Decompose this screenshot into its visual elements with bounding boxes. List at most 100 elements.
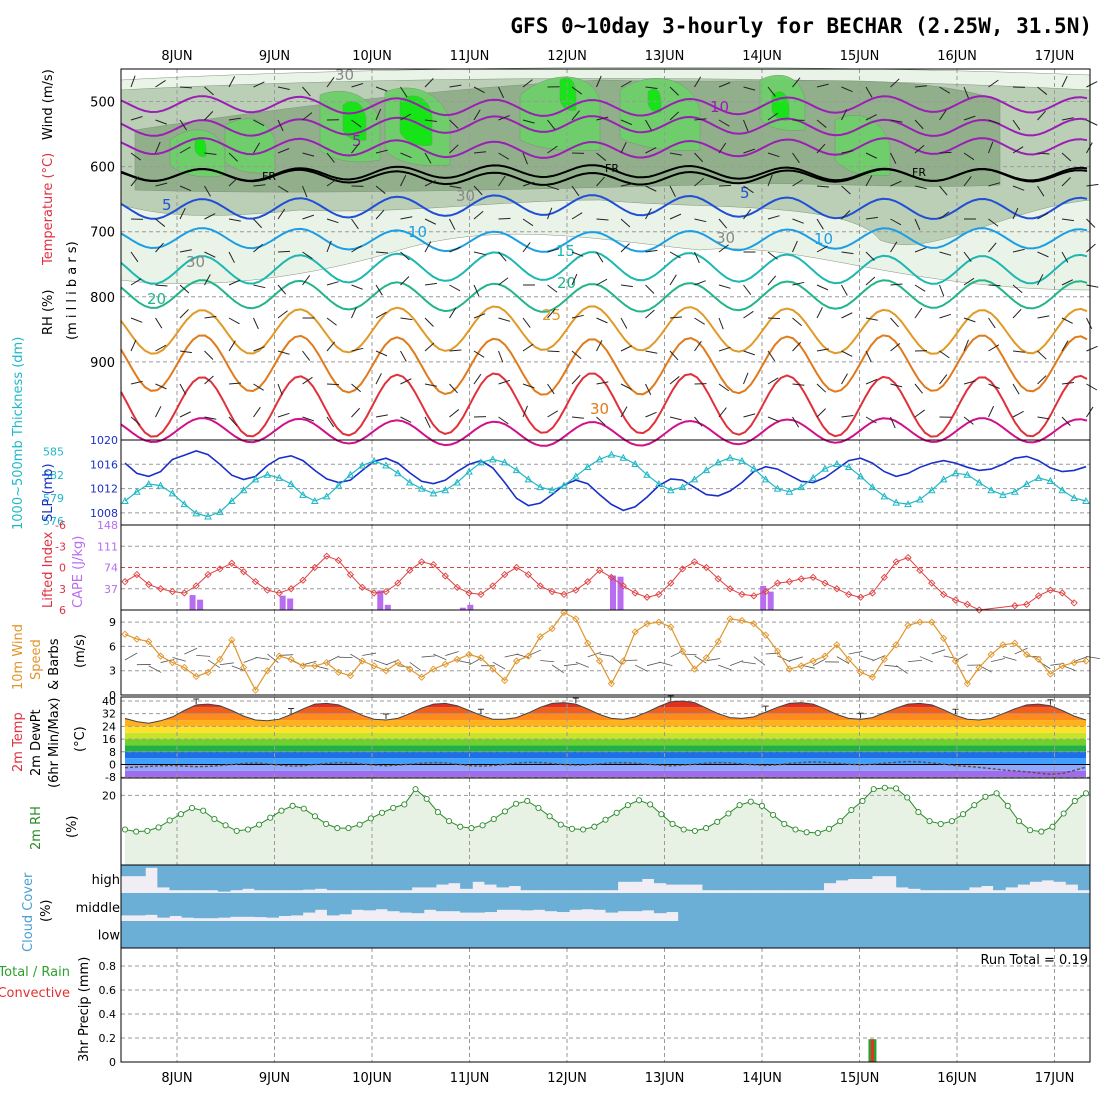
cloud-middle-bar xyxy=(193,893,207,919)
wind10m-point xyxy=(394,658,402,667)
wind-barb xyxy=(155,218,166,227)
cloud-middle-bar xyxy=(653,893,667,914)
rh2m-point xyxy=(1082,790,1090,797)
cloud-high-bar xyxy=(775,865,788,891)
ylabel-wind10m: 10m Wind xyxy=(11,624,26,690)
li-point xyxy=(346,570,355,579)
thickness-point xyxy=(334,481,343,489)
cloud-middle-bar xyxy=(799,893,812,921)
wind-barb xyxy=(375,414,388,418)
day-label: 15JUN xyxy=(840,49,880,64)
wind-barb xyxy=(767,350,776,362)
day-label: 16JUN xyxy=(937,1071,977,1086)
wind10m-barb xyxy=(374,659,388,666)
cloud-high-bar xyxy=(484,865,497,885)
cloud-high-bar xyxy=(557,865,570,891)
rh2m-point xyxy=(401,801,408,808)
wind-barb xyxy=(890,78,900,88)
rh2m-point xyxy=(546,813,553,820)
wind-barb xyxy=(204,86,214,96)
thickness-tick-label: 585 xyxy=(43,446,64,459)
thickness-point xyxy=(785,487,794,495)
wind-barb xyxy=(743,148,756,154)
wind-barb xyxy=(1061,416,1071,426)
cloud-high-bar xyxy=(508,865,522,886)
thickness-point xyxy=(441,486,450,494)
temp-max-marker xyxy=(1047,699,1054,705)
wind10m-point xyxy=(1082,657,1090,665)
cloud-middle-bar xyxy=(157,893,170,918)
wind-barb xyxy=(743,284,752,295)
cloud-middle-bar xyxy=(423,893,437,910)
wind-barb xyxy=(816,218,824,230)
cloud-middle-bar xyxy=(520,893,534,911)
cloud-middle-bar xyxy=(678,893,691,921)
rh2m-point xyxy=(244,826,251,833)
wind10m-point xyxy=(156,652,165,660)
li-point xyxy=(1023,600,1031,608)
rh2m-point xyxy=(725,810,732,817)
cloud-middle-bar xyxy=(811,893,825,921)
cloud-middle-bar xyxy=(230,893,243,917)
wind-barb xyxy=(1037,110,1046,121)
thickness-point xyxy=(904,500,912,508)
li-point xyxy=(417,558,426,566)
wind-barb xyxy=(571,273,578,286)
wind10m-barb xyxy=(172,656,187,662)
wind-barb xyxy=(130,317,143,323)
wind-barb xyxy=(204,315,217,319)
wind10m-point xyxy=(845,655,853,664)
wind-barb xyxy=(522,405,528,418)
wind-barb xyxy=(302,251,313,260)
thickness-point xyxy=(987,486,995,494)
contour-label: 30 xyxy=(590,400,609,418)
wind-barb xyxy=(669,213,682,220)
wind-barb xyxy=(400,378,412,385)
upper-air-panel: 500 600 700 800 900 30 10 5 FR FR FR 5 5 10 10 15 20 20 25… xyxy=(90,66,1099,447)
wind-barb xyxy=(792,317,803,327)
wind-barb xyxy=(767,251,778,260)
li-point xyxy=(880,573,888,582)
wind-barb xyxy=(130,278,142,286)
rh2m-point xyxy=(658,811,665,818)
cloud-high-bar xyxy=(1053,865,1067,882)
wind-barb xyxy=(351,218,359,230)
wind-barb xyxy=(963,115,976,121)
thickness-point xyxy=(821,464,829,472)
wind-barb xyxy=(253,142,261,154)
thickness-point xyxy=(488,455,497,463)
cloud-middle-bar xyxy=(726,893,740,921)
li-point xyxy=(797,575,805,583)
wind-barb xyxy=(1012,410,1024,418)
thickness-point xyxy=(548,486,556,494)
wind-barb xyxy=(1037,185,1045,197)
cloud-high-bar xyxy=(1065,865,1079,885)
cloud-high-bar xyxy=(738,865,752,891)
wind-barb xyxy=(743,119,749,132)
wind-barb xyxy=(865,251,875,261)
wind-barb xyxy=(204,213,216,220)
thickness-point xyxy=(939,475,948,483)
cloud-high-bar xyxy=(435,865,449,885)
rh2m-point xyxy=(792,826,799,833)
rh2m-point xyxy=(345,825,352,832)
wind-barb xyxy=(400,113,412,121)
thickness-point xyxy=(417,484,426,492)
wind-barb xyxy=(155,242,164,253)
cloud-middle-bar xyxy=(448,893,461,912)
wind10m-point xyxy=(619,657,627,665)
thickness-point xyxy=(263,470,272,478)
wind-barb xyxy=(400,276,410,286)
wind-barb xyxy=(424,119,437,122)
wind10m-barb xyxy=(919,656,933,663)
wind-barb xyxy=(302,376,313,385)
wind-barb xyxy=(1061,152,1072,162)
isotherm-line xyxy=(120,279,1088,313)
cloud-high-bar xyxy=(181,865,195,891)
wind-barb xyxy=(890,218,902,226)
cloud-high-bar xyxy=(448,865,461,884)
wind10m-point xyxy=(821,652,829,660)
wind-barb xyxy=(718,284,731,289)
li-point xyxy=(726,585,734,593)
cape-bar xyxy=(189,595,196,610)
